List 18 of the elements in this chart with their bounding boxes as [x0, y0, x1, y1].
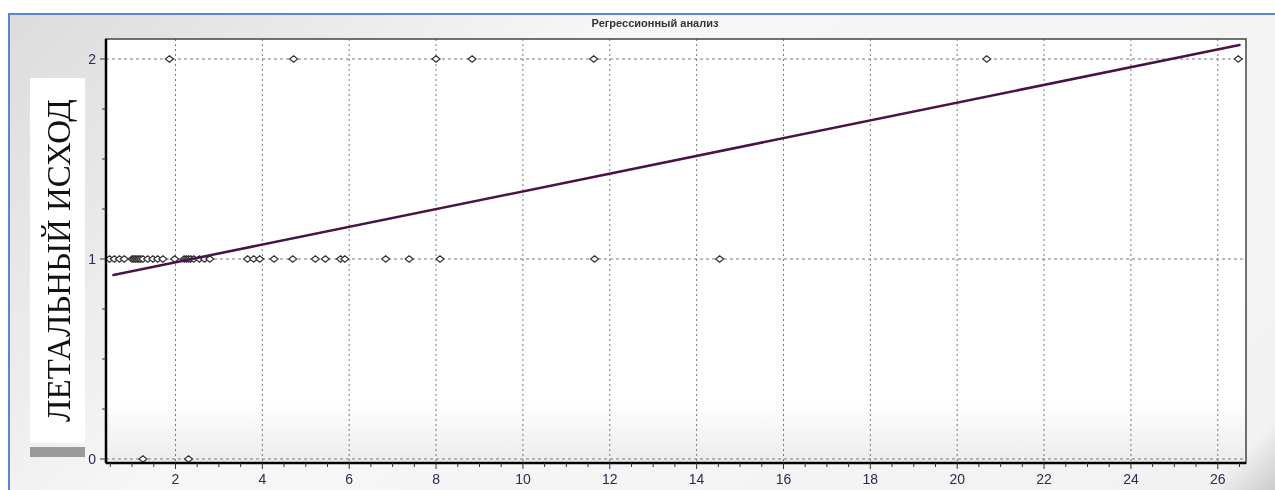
y-tick-label: 1	[88, 250, 97, 267]
x-tick-label: 8	[432, 471, 441, 487]
x-tick-label: 24	[1123, 471, 1139, 487]
x-tick-label: 12	[601, 471, 618, 487]
x-tick-label: 4	[258, 471, 267, 487]
x-tick-label: 20	[949, 471, 966, 487]
x-tick-label: 18	[862, 471, 879, 487]
x-tick-label: 22	[1036, 471, 1053, 487]
y-axis-title: ЛЕТАЛЬНЫЙ ИСХОД	[40, 99, 77, 422]
y-tick-label: 0	[88, 450, 97, 467]
x-tick-label: 2	[171, 471, 180, 487]
x-tick-label: 14	[688, 471, 705, 487]
x-tick-label: 16	[775, 471, 792, 487]
chart-title: Регрессионный анализ	[591, 17, 719, 29]
y-tick-label: 2	[88, 50, 97, 67]
x-tick-label: 6	[345, 471, 354, 487]
x-tick-label: 10	[515, 471, 531, 487]
x-tick-label: 26	[1209, 471, 1226, 487]
